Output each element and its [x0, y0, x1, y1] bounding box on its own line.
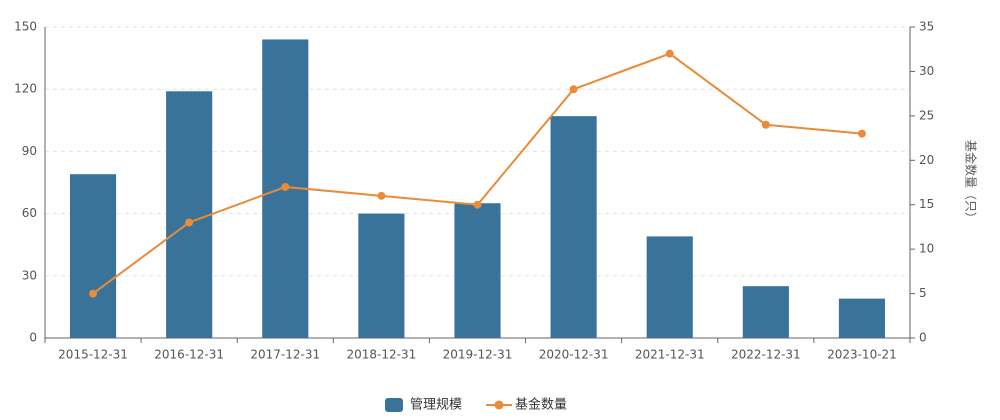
- bar: [742, 286, 789, 338]
- bar: [838, 298, 886, 338]
- legend-label: 基金数量: [515, 397, 567, 413]
- point: [89, 289, 98, 298]
- y2-tick-label: 15: [919, 197, 934, 211]
- y2-tick-label: 5: [919, 286, 927, 300]
- y-tick-label: 120: [14, 82, 37, 96]
- bar: [550, 116, 597, 338]
- y2-tick-label: 30: [919, 64, 934, 78]
- legend-swatch: [494, 400, 504, 410]
- y2-tick-label: 0: [919, 331, 927, 345]
- x-tick-label: 2022-12-31: [731, 348, 801, 362]
- bar: [646, 236, 693, 338]
- point: [377, 191, 386, 200]
- x-tick-label: 2015-12-31: [58, 348, 128, 362]
- y2-tick-label: 20: [919, 153, 934, 167]
- point: [857, 129, 866, 138]
- y-tick-label: 0: [29, 331, 37, 345]
- y-tick-label: 150: [14, 20, 37, 34]
- point: [281, 182, 290, 191]
- y2-axis-title: 基金数量（只）: [964, 140, 979, 224]
- bar: [358, 213, 405, 338]
- y2-tick-label: 25: [919, 108, 934, 122]
- bar: [166, 91, 213, 338]
- point: [569, 85, 578, 94]
- bar: [454, 203, 501, 338]
- bar: [69, 174, 117, 338]
- point: [665, 49, 674, 58]
- point: [761, 120, 770, 129]
- point: [185, 218, 194, 227]
- x-tick-label: 2023-10-21: [827, 348, 897, 362]
- x-tick-label: 2017-12-31: [250, 348, 320, 362]
- y-tick-label: 90: [22, 144, 37, 158]
- y-tick-label: 30: [22, 268, 37, 282]
- x-tick-label: 2016-12-31: [154, 348, 224, 362]
- legend-swatch: [385, 398, 403, 412]
- x-tick-label: 2021-12-31: [635, 348, 705, 362]
- point: [473, 200, 482, 209]
- x-tick-label: 2020-12-31: [539, 348, 609, 362]
- legend-label: 管理规模: [410, 398, 462, 413]
- x-tick-label: 2018-12-31: [347, 348, 417, 362]
- x-tick-label: 2019-12-31: [443, 348, 513, 362]
- y2-tick-label: 35: [919, 20, 934, 34]
- y2-tick-label: 10: [919, 242, 934, 256]
- y-tick-label: 60: [22, 206, 37, 220]
